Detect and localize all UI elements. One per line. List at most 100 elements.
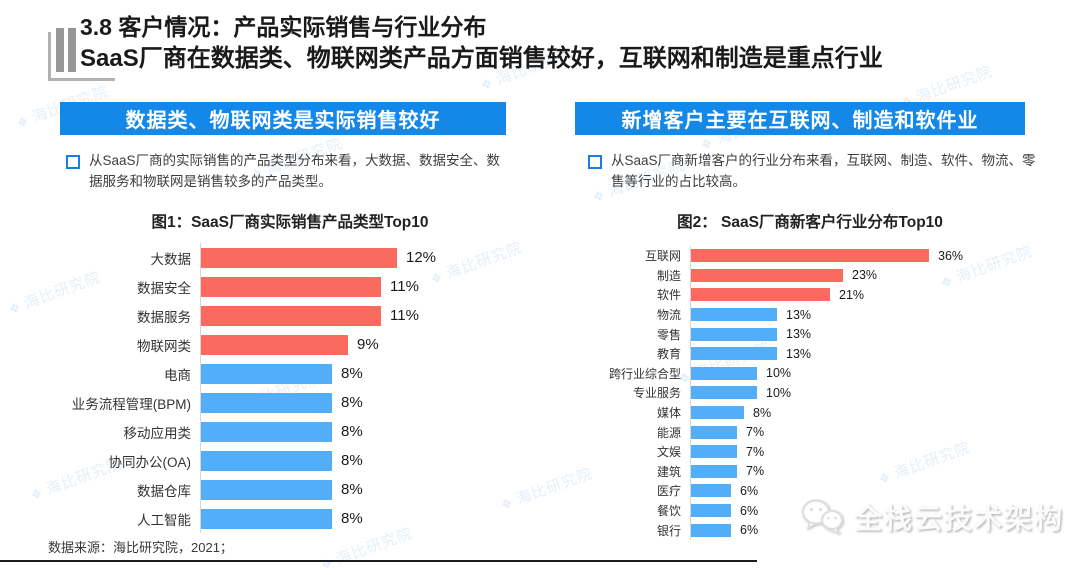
- bar-value-label: 6%: [740, 523, 759, 538]
- bar-value-label: 8%: [341, 394, 363, 411]
- bar-plot-area: 8%: [200, 475, 520, 504]
- bar-category-label: 零售: [656, 327, 681, 342]
- bar-row: 数据安全 11%: [60, 272, 520, 301]
- bar: [691, 523, 731, 537]
- bar-row: 数据仓库 8%: [60, 475, 520, 504]
- bar-plot-area: 8%: [200, 504, 520, 533]
- bar-category-label: 媒体: [656, 406, 681, 421]
- bar-category-label: 人工智能: [137, 512, 191, 528]
- bar-plot-area: 23%: [690, 265, 1045, 286]
- watermark-logo-icon: ❖: [6, 298, 24, 318]
- bar: [691, 445, 737, 459]
- bar-category-label: 物联网类: [137, 338, 191, 354]
- bar: [691, 268, 843, 282]
- bar-row: 餐饮 6%: [575, 500, 1045, 521]
- brand-watermark-text: 全栈云技术架构: [854, 503, 1065, 534]
- right-banner: 新增客户主要在互联网、制造和软件业: [575, 102, 1025, 135]
- wechat-icon: [801, 499, 844, 535]
- bar-category-label: 互联网: [644, 249, 681, 264]
- bar-plot-area: 11%: [200, 272, 520, 301]
- left-bullet-text: 从SaaS厂商的实际销售的产品类型分布来看，大数据、数据安全、数据服务和物联网是…: [89, 153, 501, 189]
- bar-value-label: 6%: [740, 503, 759, 518]
- bar-row: 互联网 36%: [575, 246, 1045, 266]
- bar-plot-area: 9%: [200, 330, 520, 359]
- bar-category-label: 餐饮: [656, 504, 681, 519]
- bar-category-label: 数据安全: [137, 280, 191, 296]
- bar-row: 软件 21%: [575, 285, 1045, 305]
- bar-row: 移动应用类 8%: [60, 417, 520, 446]
- bar-plot-area: 13%: [690, 304, 1045, 325]
- bar-category-label: 教育: [656, 347, 681, 362]
- bar-plot-area: 6%: [690, 481, 1045, 501]
- bar-value-label: 8%: [753, 405, 772, 420]
- left-bullet: 从SaaS厂商的实际销售的产品类型分布来看，大数据、数据安全、数据服务和物联网是…: [66, 151, 506, 193]
- chart-sales-product-types: 大数据 12% 数据安全 11% 数据服务 11% 物联网类 9% 电商 8% 业务流程管理(BPM…: [60, 243, 520, 533]
- data-source-note: 数据来源：海比研究院，2021；: [48, 540, 233, 555]
- bar-value-label: 11%: [390, 278, 419, 295]
- bar: [691, 347, 777, 361]
- bar-value-label: 6%: [740, 483, 759, 498]
- bar-plot-area: 8%: [200, 359, 520, 388]
- bar-plot-area: 21%: [690, 285, 1045, 305]
- bar: [691, 504, 731, 518]
- quote-bar-icon: [56, 28, 64, 72]
- bar-row: 大数据 12%: [60, 243, 520, 272]
- left-banner: 数据类、物联网类是实际销售较好: [60, 102, 506, 135]
- bar-value-label: 8%: [341, 452, 363, 469]
- bar: [691, 288, 830, 302]
- bar-value-label: 8%: [341, 365, 363, 382]
- bar-value-label: 23%: [852, 268, 878, 283]
- bar-category-label: 软件: [656, 288, 681, 303]
- right-bullet: 从SaaS厂商新增客户的行业分布来看，互联网、制造、软件、物流、零售等行业的占比…: [588, 151, 1038, 193]
- bar-plot-area: 8%: [690, 402, 1045, 423]
- bar-row: 物流 13%: [575, 304, 1045, 325]
- bar: [201, 450, 332, 471]
- bar: [691, 249, 929, 263]
- bar-value-label: 10%: [766, 366, 792, 381]
- bar-row: 物联网类 9%: [60, 330, 520, 359]
- bar-plot-area: 12%: [200, 243, 520, 272]
- bar-row: 协同办公(OA) 8%: [60, 446, 520, 475]
- chart1-title: 图1：SaaS厂商实际销售产品类型Top10: [151, 214, 429, 231]
- bar: [201, 247, 397, 268]
- bar-category-label: 制造: [656, 268, 681, 283]
- bar-row: 零售 13%: [575, 324, 1045, 344]
- bar-category-label: 银行: [656, 523, 681, 538]
- bar-category-label: 文娱: [656, 445, 681, 460]
- bar: [691, 308, 777, 322]
- bar-row: 人工智能 8%: [60, 504, 520, 533]
- chart-new-customer-industries: 互联网 36% 制造 23% 软件 21% 物流 13% 零售 13% 教育 13% 跨行业综合型 10%…: [575, 246, 1045, 540]
- bar-value-label: 7%: [746, 464, 765, 479]
- bar-category-label: 移动应用类: [123, 425, 192, 441]
- bar-category-label: 医疗: [656, 484, 681, 499]
- bar-plot-area: 6%: [690, 520, 1045, 540]
- bar: [691, 464, 737, 478]
- bar: [201, 305, 381, 326]
- bar-plot-area: 10%: [690, 363, 1045, 384]
- bar-row: 教育 13%: [575, 343, 1045, 364]
- bar-row: 数据服务 11%: [60, 301, 520, 330]
- bar-category-label: 能源: [656, 425, 681, 440]
- page-title: 3.8 客户情况：产品实际销售与行业分布: [80, 14, 487, 40]
- bar-category-label: 数据仓库: [137, 483, 191, 499]
- bar-category-label: 专业服务: [632, 386, 681, 401]
- bar-value-label: 9%: [357, 336, 379, 353]
- bar: [201, 508, 332, 529]
- bar-value-label: 7%: [746, 425, 765, 440]
- bar-plot-area: 8%: [200, 388, 520, 417]
- bar-plot-area: 7%: [690, 461, 1045, 482]
- bar-row: 电商 8%: [60, 359, 520, 388]
- bar-category-label: 物流: [656, 308, 681, 323]
- bar-category-label: 协同办公(OA): [108, 454, 192, 470]
- bar: [691, 327, 777, 341]
- bar: [201, 276, 381, 297]
- bar-category-label: 数据服务: [137, 309, 191, 325]
- watermark-logo-icon: ❖: [318, 554, 336, 574]
- bar: [201, 392, 332, 413]
- checkbox-bullet-icon: [66, 155, 80, 169]
- watermark-logo-icon: ❖: [28, 484, 46, 504]
- bar-value-label: 11%: [390, 307, 419, 324]
- brand-watermark: 全栈云技术架构: [798, 496, 1064, 538]
- bar-value-label: 36%: [938, 248, 964, 263]
- bar-row: 制造 23%: [575, 265, 1045, 286]
